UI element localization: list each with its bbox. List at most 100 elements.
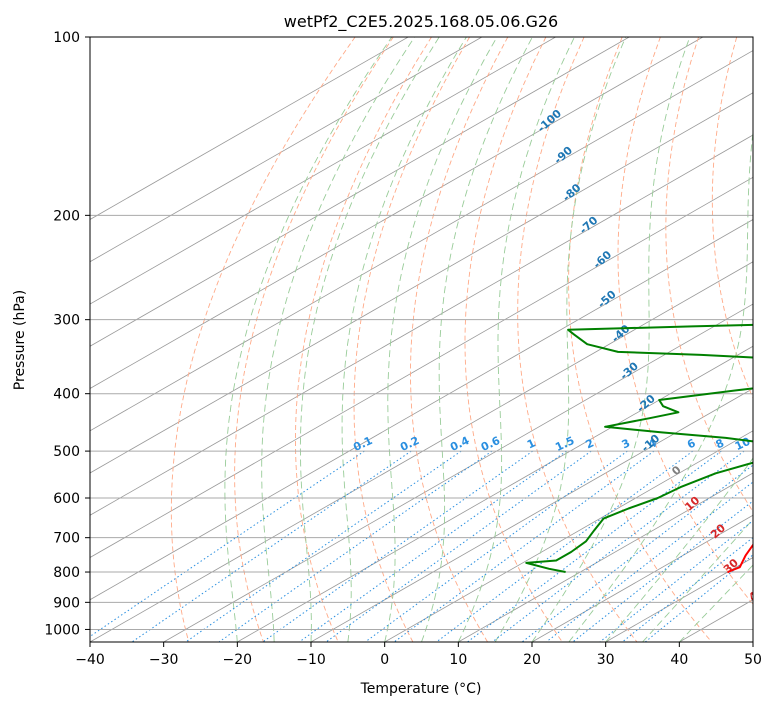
- dry-adiabat-line: [665, 37, 753, 513]
- x-axis-title: Temperature (°C): [360, 681, 482, 697]
- moist-adiabat-line: [457, 37, 575, 642]
- x-tick-label: −40: [75, 652, 105, 668]
- isotherm-line: [531, 514, 753, 642]
- isotherm-line: [163, 303, 753, 642]
- moist-adiabat-line: [494, 37, 627, 642]
- moist-adiabat-line: [642, 518, 753, 642]
- x-tick-label: −10: [296, 652, 326, 668]
- x-tick-label: 10: [449, 652, 467, 668]
- x-axis-ticks: −40 −30 −20 −10 0 10 20 30 40 50: [75, 642, 762, 668]
- y-tick-label: 100: [53, 30, 80, 46]
- isotherm-line: [679, 599, 753, 642]
- dry-adiabat-line: [617, 37, 753, 605]
- moist-adiabat-line: [421, 37, 533, 642]
- adiabat-label: -90: [552, 144, 576, 167]
- adiabat-label: -100: [535, 107, 564, 135]
- isotherm-line: [90, 50, 753, 432]
- adiabat-label: -20: [634, 392, 658, 415]
- mixing-ratio-line: [491, 450, 745, 642]
- isotherm-line: [237, 345, 753, 642]
- x-tick-label: 40: [670, 652, 688, 668]
- y-axis-ticks: 100 200 300 400 500 600 700 800 900 1000: [44, 30, 90, 638]
- dry-adiabat-line: [295, 37, 432, 642]
- mixing-ratio-line: [218, 450, 493, 642]
- mixing-ratio-line: [298, 450, 567, 642]
- moist-adiabat-line: [299, 37, 440, 642]
- chart-title: wetPf2_C2E5.2025.168.05.06.G26: [284, 12, 558, 32]
- isotherm-line: [90, 261, 753, 642]
- y-tick-label: 600: [53, 491, 80, 507]
- x-tick-label: 30: [597, 652, 615, 668]
- moist-adiabat-line: [568, 128, 753, 642]
- x-tick-label: −20: [223, 652, 253, 668]
- isotherm-line: [384, 430, 753, 642]
- moist-adiabat-line: [384, 37, 498, 642]
- x-tick-label: 20: [523, 652, 541, 668]
- moist-adiabat-line: [224, 37, 393, 642]
- mixing-ratio-line: [599, 520, 753, 642]
- mixing-ratio-line: [90, 450, 365, 638]
- adiabat-label: -80: [560, 181, 584, 204]
- isotherm-line: [90, 37, 556, 305]
- y-tick-label: 1000: [44, 622, 80, 638]
- isotherm-line: [90, 37, 630, 347]
- dry-adiabat-lines: [170, 37, 775, 642]
- isotherm-line: [90, 219, 753, 601]
- mixing-ratio-line: [545, 481, 753, 642]
- dry-adiabat-line: [234, 37, 394, 642]
- y-axis-title: Pressure (hPa): [12, 290, 28, 390]
- adiabat-label: -30: [618, 359, 642, 382]
- isotherm-line: [90, 37, 409, 220]
- pressure-gridlines: [90, 37, 753, 630]
- plot-frame: [89, 36, 754, 643]
- dry-adiabat-line: [711, 37, 753, 400]
- adiabat-label: -60: [591, 248, 615, 271]
- adiabat-label: 0: [669, 463, 684, 478]
- y-tick-label: 900: [53, 595, 80, 611]
- mixing-ratio-line: [436, 450, 694, 642]
- isotherm-line: [458, 472, 753, 642]
- dry-adiabat-line: [410, 37, 509, 642]
- y-tick-label: 300: [53, 313, 80, 329]
- isotherm-line: [90, 37, 483, 263]
- moist-adiabat-lines: [224, 37, 753, 642]
- sounding-profiles: [525, 323, 753, 573]
- isotherm-line: [90, 92, 753, 474]
- mixing-ratio-label: 10: [733, 435, 753, 453]
- y-tick-label: 500: [53, 444, 80, 460]
- adiabat-label: -70: [577, 214, 601, 237]
- mixing-ratio-line: [262, 450, 533, 642]
- dry-adiabat-line: [568, 37, 713, 642]
- mixing-ratio-line: [364, 450, 628, 642]
- dry-adiabat-line: [170, 37, 356, 642]
- isotherm-lines: [90, 37, 753, 642]
- x-tick-label: 0: [380, 652, 389, 668]
- dry-adiabat-line: [464, 37, 563, 642]
- adiabat-label: -40: [609, 322, 633, 345]
- mixing-ratio-line: [572, 500, 753, 642]
- mixing-ratio-line: [185, 450, 462, 642]
- adiabat-label: 20: [708, 521, 728, 541]
- adiabat-label: -50: [595, 288, 619, 311]
- isotherm-line: [90, 176, 753, 558]
- mixing-ratio-label: 2: [584, 436, 596, 451]
- moist-adiabat-line: [261, 37, 415, 642]
- dry-adiabat-line: [353, 37, 470, 642]
- y-tick-label: 700: [53, 531, 80, 547]
- moist-adiabat-line: [605, 457, 753, 642]
- mixing-ratio-line: [393, 450, 655, 642]
- mixing-ratio-label: 3: [620, 436, 632, 451]
- x-tick-label: −30: [149, 652, 179, 668]
- isotherm-line: [752, 641, 753, 642]
- y-tick-label: 400: [53, 387, 80, 403]
- dewpoint-profile: [525, 323, 753, 573]
- adiabat-label: 10: [682, 494, 702, 514]
- moist-adiabat-line: [341, 37, 467, 642]
- dry-adiabat-line: [757, 37, 775, 642]
- adiabat-label: 40: [746, 584, 766, 604]
- mixing-ratio-label: 6: [685, 436, 698, 451]
- mixing-ratio-line: [131, 450, 412, 642]
- isotherm-line: [90, 37, 704, 389]
